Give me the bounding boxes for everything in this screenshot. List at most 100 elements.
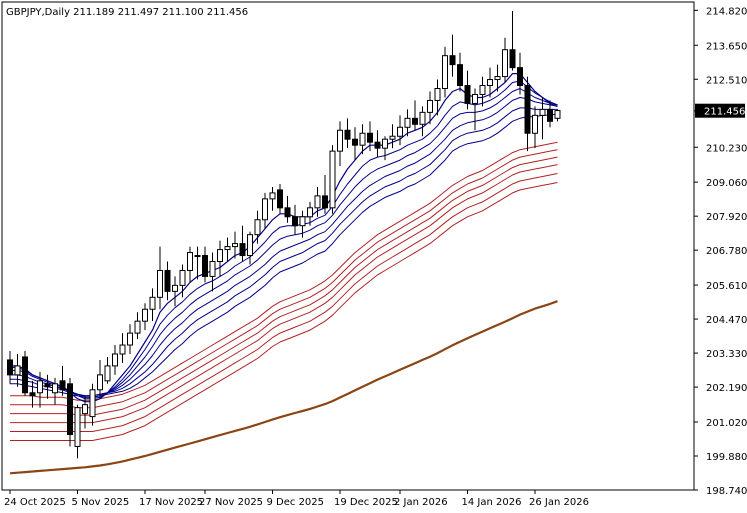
time-tick-label: 2 Jan 2026 bbox=[394, 497, 448, 508]
candle-body-bull bbox=[554, 110, 561, 119]
candle-body-bull bbox=[52, 383, 58, 394]
candle-body-bull bbox=[142, 308, 148, 322]
candle-body-bull bbox=[502, 49, 508, 78]
price-tick-label: 206.780 bbox=[706, 246, 747, 257]
candle-body-bull bbox=[172, 284, 178, 292]
chart-title: GBPJPY,Daily 211.189 211.497 211.100 211… bbox=[6, 7, 248, 18]
price-axis: 214.820 213.650 212.510 211.456 210.230 209.0… bbox=[694, 6, 747, 497]
moving-average-line bbox=[10, 156, 558, 416]
candle-body-bear bbox=[277, 189, 283, 209]
price-tick-label: 214.820 bbox=[706, 6, 747, 17]
candle-body-bull bbox=[187, 252, 193, 271]
current-price-label: 211.456 bbox=[704, 107, 745, 118]
candle-body-bull bbox=[419, 111, 426, 125]
price-tick-label: 213.650 bbox=[706, 41, 747, 52]
candle-body-bull bbox=[82, 404, 88, 415]
candle-body-bear bbox=[7, 359, 13, 376]
candle-body-bull bbox=[382, 138, 388, 149]
current-price-tag bbox=[695, 103, 745, 118]
candle-body-bear bbox=[59, 380, 66, 391]
candle-body-bull bbox=[209, 261, 216, 277]
candle-body-bull bbox=[359, 132, 366, 146]
candle-body-bull bbox=[112, 353, 118, 367]
candle-body-bull bbox=[329, 150, 336, 209]
candle-body-bear bbox=[517, 67, 523, 87]
candle-body-bull bbox=[299, 216, 306, 227]
candle-body-bear bbox=[464, 85, 471, 104]
candle-body-bull bbox=[532, 114, 538, 134]
candle-body-bull bbox=[389, 135, 396, 140]
candle-body-bull bbox=[217, 249, 223, 263]
candle-body-bull bbox=[232, 243, 238, 248]
candle-body-bear bbox=[202, 255, 208, 277]
time-tick-label: 19 Dec 2025 bbox=[334, 497, 398, 508]
candle-body-bull bbox=[307, 207, 313, 218]
candle-body-bear bbox=[547, 108, 553, 122]
time-tick-label: 14 Jan 2026 bbox=[462, 497, 522, 508]
candle-body-bull bbox=[434, 88, 441, 101]
candle-body-bull bbox=[179, 269, 186, 286]
candle-body-bull bbox=[479, 85, 486, 95]
moving-average-line bbox=[10, 182, 558, 441]
candle-body-bull bbox=[427, 99, 433, 113]
candle-body-bear bbox=[374, 141, 381, 149]
candle-body-bull bbox=[314, 195, 321, 209]
candle-body-bear bbox=[22, 356, 28, 394]
candle-body-bull bbox=[104, 365, 111, 382]
moving-average-lines bbox=[9, 72, 558, 475]
plot-area bbox=[1, 1, 695, 491]
candle-body-bear bbox=[524, 85, 531, 134]
candle-body-bull bbox=[97, 374, 103, 391]
candle-body-bull bbox=[269, 192, 276, 200]
price-tick-label: 202.190 bbox=[706, 383, 747, 394]
candle-body-bear bbox=[344, 129, 351, 140]
candle-body-bear bbox=[239, 243, 246, 257]
time-tick-label: 9 Dec 2025 bbox=[267, 497, 325, 508]
candle-body-bear bbox=[284, 207, 291, 218]
price-tick-label: 212.510 bbox=[706, 75, 747, 86]
candle-body-bull bbox=[157, 269, 163, 298]
candle-body-bull bbox=[224, 246, 231, 251]
candle-body-bear bbox=[509, 49, 516, 69]
price-tick-label: 199.880 bbox=[706, 452, 747, 463]
candle-body-bull bbox=[262, 198, 268, 221]
candle-body-bear bbox=[412, 117, 418, 125]
candle-body-bull bbox=[494, 76, 501, 81]
candle-body-bear bbox=[292, 216, 298, 227]
candle-body-bear bbox=[449, 55, 456, 66]
candle-body-bull bbox=[127, 332, 133, 346]
price-tick-label: 207.920 bbox=[706, 212, 747, 223]
moving-average-line bbox=[10, 107, 558, 397]
candle-body-bear bbox=[29, 392, 36, 397]
candle-body-bull bbox=[247, 234, 253, 257]
price-tick-label: 205.610 bbox=[706, 281, 747, 292]
moving-average-line bbox=[10, 149, 558, 409]
candle-body-bull bbox=[89, 389, 96, 418]
time-tick-label: 24 Oct 2025 bbox=[4, 497, 66, 508]
candle-body-bear bbox=[164, 269, 171, 292]
price-tick-label: 201.020 bbox=[706, 418, 747, 429]
candle-body-bear bbox=[322, 195, 328, 209]
candle-body-bull bbox=[397, 126, 403, 137]
time-tick-label: 27 Nov 2025 bbox=[199, 497, 263, 508]
time-tick-label: 17 Nov 2025 bbox=[139, 497, 203, 508]
candle-body-bull bbox=[442, 55, 448, 90]
candle-body-bull bbox=[134, 320, 141, 334]
candle-body-bull bbox=[254, 219, 261, 236]
moving-average-line bbox=[10, 164, 558, 424]
candle-body-bull bbox=[149, 296, 156, 310]
price-tick-label: 198.740 bbox=[706, 486, 747, 497]
candle-body-bear bbox=[352, 138, 358, 146]
candle-body-bull bbox=[37, 380, 43, 394]
candle-body-bull bbox=[539, 108, 546, 116]
candle-body-bear bbox=[367, 132, 373, 143]
time-tick-label: 26 Jan 2026 bbox=[529, 497, 589, 508]
price-tick-label: 203.330 bbox=[706, 349, 747, 360]
candle-body-bull bbox=[119, 344, 126, 355]
candle-body-bear bbox=[67, 383, 73, 436]
price-tick-label: 204.470 bbox=[706, 315, 747, 326]
candle-body-bull bbox=[337, 129, 343, 152]
price-tick-label: 209.060 bbox=[706, 178, 747, 189]
